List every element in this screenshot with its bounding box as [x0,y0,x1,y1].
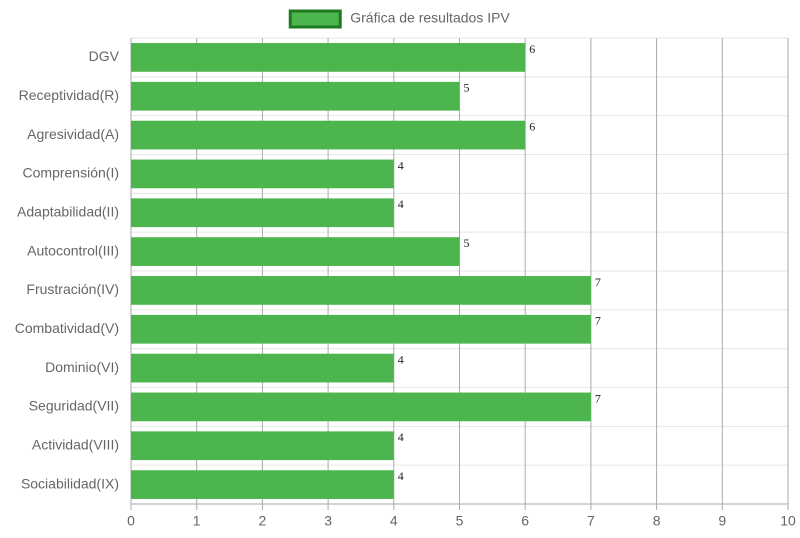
value-label: 7 [595,275,601,289]
value-label: 7 [595,391,601,405]
value-label: 4 [398,430,404,444]
bar [131,120,526,150]
legend-label: Gráfica de resultados IPV [350,10,510,26]
bar [131,81,460,111]
bar [131,470,394,499]
bar [131,431,394,461]
x-tick-label: 6 [521,513,529,529]
y-tick-label: Autocontrol(III) [27,242,119,258]
x-tick-label: 0 [127,513,135,529]
x-tick-label: 3 [324,513,332,529]
y-tick-label: Seguridad(VII) [29,398,119,414]
value-label: 4 [398,197,404,211]
bar [131,392,591,422]
x-tick-label: 9 [718,513,726,529]
y-tick-label: Combatividad(V) [15,320,119,336]
y-tick-label: Actividad(VIII) [32,436,119,452]
x-tick-label: 5 [456,513,464,529]
y-tick-label: Frustración(IV) [26,281,119,297]
x-tick-label: 2 [259,513,267,529]
value-label: 7 [595,314,601,328]
bar [131,276,591,305]
x-tick-label: 1 [193,513,201,529]
bar [131,198,394,228]
x-tick-label: 4 [390,513,398,529]
y-tick-label: Adaptabilidad(II) [17,203,119,219]
x-tick-label: 7 [587,513,595,529]
legend-swatch [288,9,342,29]
bar [131,353,394,383]
value-label: 4 [398,469,404,483]
y-tick-label: Agresividad(A) [27,126,119,142]
value-label: 6 [529,42,535,56]
y-tick-label: Receptividad(R) [19,87,119,103]
bar [131,43,526,72]
x-tick-label: 10 [780,513,796,529]
bar [131,237,460,266]
y-tick-label: Comprensión(I) [23,165,119,181]
y-tick-label: Sociabilidad(IX) [21,475,119,491]
bar [131,159,394,189]
value-label: 4 [398,352,404,366]
value-label: 5 [464,81,470,95]
y-tick-label: Dominio(VI) [45,359,119,375]
bar [131,314,591,344]
value-label: 4 [398,158,404,172]
x-tick-label: 8 [653,513,661,529]
value-label: 5 [464,236,470,250]
value-label: 6 [529,119,535,133]
legend: Gráfica de resultados IPV [288,9,510,29]
y-tick-label: DGV [89,48,120,64]
